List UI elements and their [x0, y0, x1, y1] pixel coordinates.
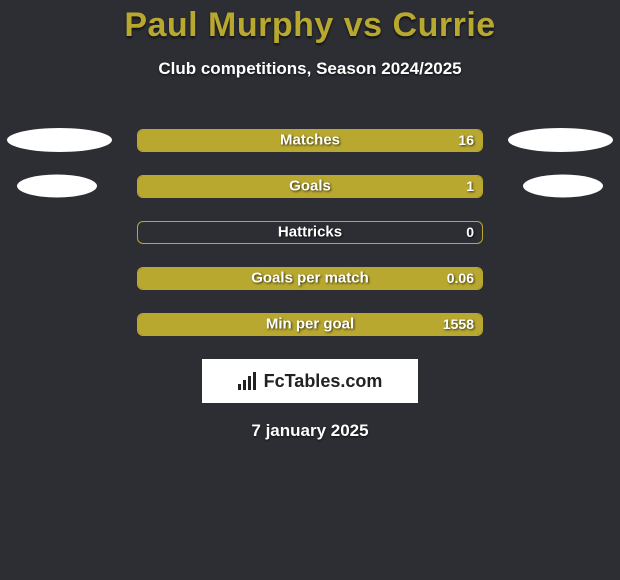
- stat-rows: Matches 16 Goals 1 Hattricks 0 Goals per match…: [0, 117, 620, 347]
- logo-box: FcTables.com: [202, 359, 418, 403]
- stat-row: Min per goal 1558: [0, 301, 620, 347]
- stat-row: Goals 1: [0, 163, 620, 209]
- bar-chart-icon: [238, 372, 258, 390]
- player-left-marker: [7, 128, 112, 152]
- stat-value-right: 0.06: [447, 270, 474, 286]
- logo-text: FcTables.com: [264, 371, 383, 392]
- comparison-card: Paul Murphy vs Currie Club competitions,…: [0, 0, 620, 441]
- stat-label: Matches: [280, 132, 340, 149]
- stat-bar-track: Hattricks 0: [137, 221, 483, 244]
- stat-label: Goals: [289, 178, 331, 195]
- subtitle: Club competitions, Season 2024/2025: [0, 59, 620, 79]
- player-right-marker: [508, 128, 613, 152]
- stat-value-right: 0: [466, 224, 474, 240]
- stat-bar-track: Matches 16: [137, 129, 483, 152]
- stat-bar-track: Min per goal 1558: [137, 313, 483, 336]
- stat-label: Hattricks: [278, 224, 342, 241]
- stat-label: Goals per match: [251, 270, 369, 287]
- date-label: 7 january 2025: [0, 421, 620, 441]
- stat-value-right: 16: [458, 132, 474, 148]
- stat-bar-track: Goals 1: [137, 175, 483, 198]
- stat-row: Hattricks 0: [0, 209, 620, 255]
- page-title: Paul Murphy vs Currie: [0, 6, 620, 45]
- stat-row: Goals per match 0.06: [0, 255, 620, 301]
- player-left-marker: [17, 175, 97, 198]
- player-right-marker: [523, 175, 603, 198]
- stat-row: Matches 16: [0, 117, 620, 163]
- stat-label: Min per goal: [266, 316, 354, 333]
- stat-value-right: 1558: [443, 316, 474, 332]
- stat-bar-track: Goals per match 0.06: [137, 267, 483, 290]
- stat-value-right: 1: [466, 178, 474, 194]
